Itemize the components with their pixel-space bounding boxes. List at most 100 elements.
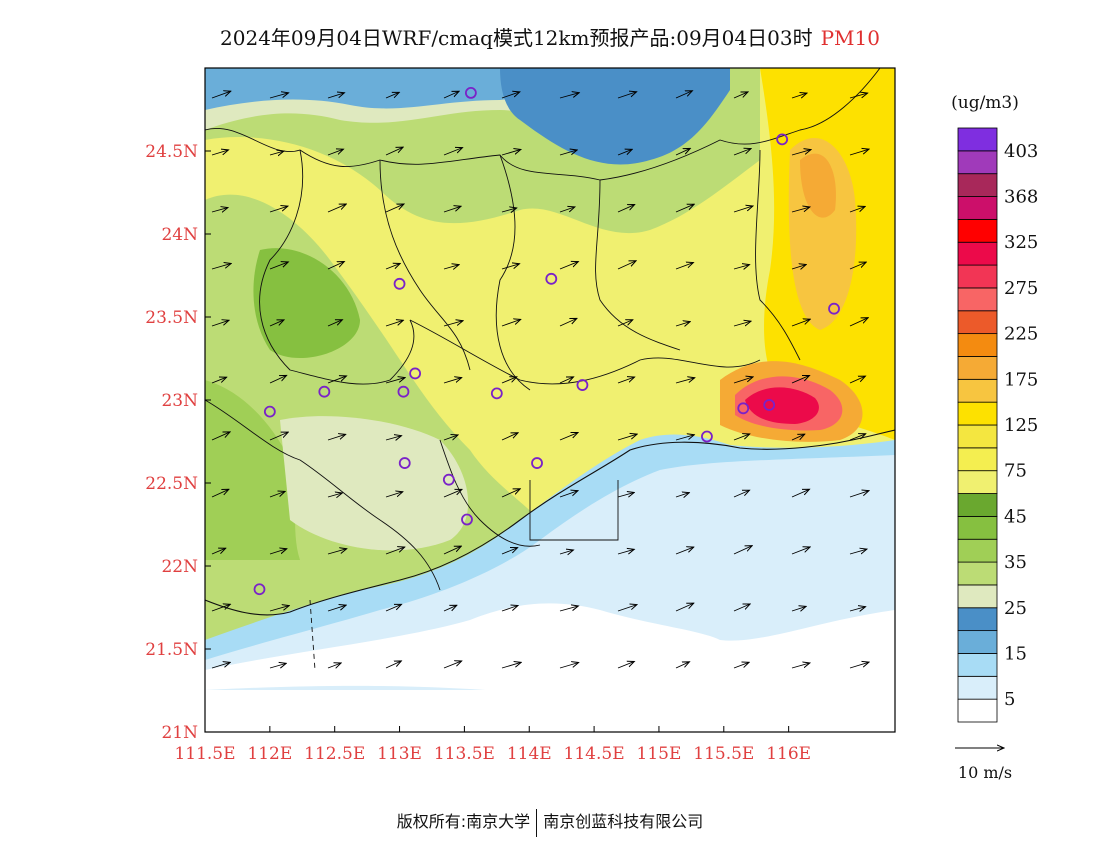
boundary-north-province: [205, 68, 881, 181]
wind-arrow: [675, 547, 694, 555]
x-tick-label: 114E: [507, 744, 552, 764]
wind-arrow: [849, 318, 868, 327]
wind-arrow: [559, 606, 578, 612]
wind-arrow: [559, 433, 578, 441]
wind-arrow: [675, 603, 694, 612]
monitoring-stations: [253, 87, 840, 596]
wind-arrow: [617, 377, 635, 384]
wind-arrow: [443, 661, 462, 669]
wind-arrow: [675, 493, 689, 497]
wind-arrow: [849, 206, 865, 213]
wind-arrow: [385, 378, 405, 384]
wind-arrow: [675, 263, 693, 270]
wind-arrow: [501, 433, 518, 441]
legend-label: 275: [1004, 278, 1038, 299]
station-marker: [318, 385, 331, 398]
boundary-central-city: [495, 154, 531, 391]
boundary-west-city: [259, 149, 415, 385]
wind-arrow: [559, 550, 573, 554]
wind-arrow: [675, 435, 694, 441]
legend-swatch: [957, 401, 998, 426]
y-axis: 21N 21.5N 22N 22.5N 23N 23.5N 24N 24.5N: [145, 142, 211, 743]
wind-arrow: [617, 205, 635, 213]
wind-arrow: [269, 262, 288, 270]
wind-arrow: [501, 208, 517, 212]
wind-vectors: [211, 91, 869, 669]
legend-unit: (ug/m3): [951, 93, 1019, 113]
wind-arrow: [443, 321, 463, 327]
legend-swatch: [957, 470, 998, 494]
wind-arrow: [791, 606, 806, 611]
field-green-blob: [253, 248, 360, 359]
wind-arrow: [849, 262, 866, 270]
wind-arrow: [443, 605, 457, 612]
wind-arrow: [849, 662, 869, 669]
title-pollutant: PM10: [820, 26, 880, 50]
station-marker: [776, 133, 789, 146]
wind-arrow: [443, 546, 461, 555]
wind-arrow: [559, 377, 574, 384]
wind-arrow: [733, 265, 749, 269]
legend-swatch: [957, 698, 998, 723]
x-tick-label: 115E: [637, 744, 682, 764]
wind-arrow: [617, 261, 636, 270]
legend-label: 325: [1004, 232, 1038, 253]
legend-label: 35: [1004, 552, 1027, 573]
legend-swatch: [957, 675, 998, 700]
wind-arrow: [617, 661, 634, 669]
legend-swatch: [957, 150, 998, 175]
title-main: 2024年09月04日WRF/cmaq模式12km预报产品:09月04日03时: [220, 26, 813, 50]
wind-arrow: [385, 661, 401, 669]
wind-arrow: [791, 434, 805, 441]
wind-arrow: [211, 320, 229, 327]
boundary-hk-box: [529, 480, 619, 541]
wind-arrow: [211, 489, 229, 498]
wind-arrow: [849, 93, 868, 99]
wind-arrow: [617, 320, 633, 327]
wind-arrow: [385, 92, 399, 99]
station-marker: [461, 513, 473, 526]
wind-arrow: [733, 321, 751, 327]
wind-arrow: [327, 320, 342, 327]
legend-swatch: [957, 424, 998, 449]
legend-swatch: [957, 607, 998, 632]
wind-arrow: [675, 148, 690, 156]
station-marker: [545, 272, 558, 285]
wind-arrow: [849, 376, 865, 384]
wind-arrow: [559, 662, 579, 669]
sea-border: [309, 599, 316, 671]
legend-label: 403: [1004, 141, 1038, 162]
wind-arrow: [211, 91, 231, 99]
station-marker: [763, 399, 776, 411]
wind-arrow: [791, 150, 811, 156]
wind-arrow: [443, 378, 462, 384]
legend-swatch: [957, 287, 998, 312]
wind-arrow: [211, 432, 230, 441]
wind-arrow: [443, 148, 463, 156]
footer-right: 南京创蓝科技有限公司: [543, 812, 704, 831]
y-tick-label: 23.5N: [145, 308, 198, 328]
boundary-far-east-city: [755, 149, 801, 361]
station-marker: [576, 379, 589, 391]
legend-swatch: [957, 378, 998, 403]
wind-arrow: [675, 378, 695, 384]
wind-arrow: [327, 605, 346, 612]
y-tick-label: 21.5N: [145, 640, 198, 660]
wind-arrow: [211, 263, 231, 270]
y-tick-label: 22.5N: [145, 474, 198, 494]
wind-arrow: [385, 604, 401, 612]
wind-arrow: [269, 151, 284, 155]
wind-arrow: [675, 662, 689, 669]
legend: 5 15 25 35 45 75 125 175 225 275 325 368 403: [957, 127, 1038, 723]
legend-label: 45: [1004, 506, 1027, 527]
x-tick-label: 115.5E: [693, 744, 754, 764]
map-title: 2024年09月04日WRF/cmaq模式12km预报产品:09月04日03时 P…: [0, 22, 1100, 51]
legend-swatch: [957, 493, 998, 517]
field-green-west: [205, 380, 300, 560]
legend-label: 225: [1004, 324, 1038, 345]
wind-arrow: [443, 489, 462, 498]
y-tick-label: 21N: [161, 723, 198, 743]
y-tick-label: 22N: [161, 557, 198, 577]
station-marker: [531, 457, 543, 469]
legend-label: 15: [1004, 643, 1027, 664]
